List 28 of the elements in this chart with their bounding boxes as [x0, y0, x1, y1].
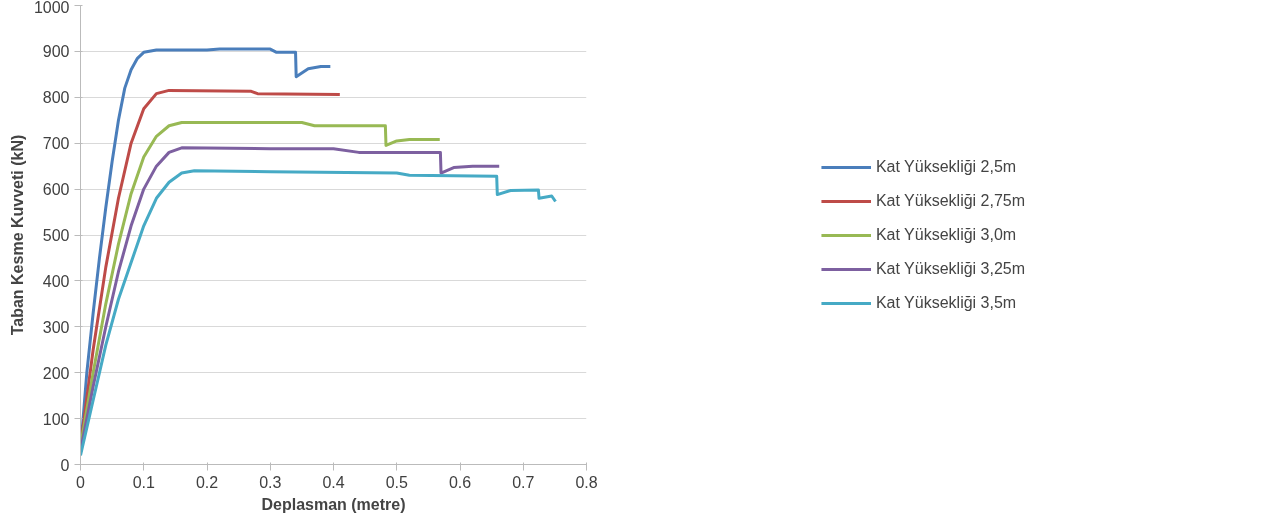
- y-tick-label: 600: [42, 181, 70, 199]
- y-tick-label: 1000: [33, 0, 70, 16]
- y-tick-label: 0: [60, 456, 70, 474]
- y-tick-label: 700: [42, 135, 70, 153]
- y-tick-label: 800: [42, 89, 70, 107]
- x-tick-label: 0: [76, 473, 86, 491]
- line-series: [80, 169, 558, 457]
- y-tick-label: 200: [42, 364, 70, 382]
- legend-label: Kat Yüksekliği 3,5m: [875, 293, 1017, 312]
- legend-label: Kat Yüksekliği 3,25m: [875, 259, 1026, 278]
- x-tick-label: 0.4: [322, 473, 345, 491]
- x-tick-label: 0.2: [195, 473, 219, 491]
- x-tick-label: 0.5: [385, 473, 408, 491]
- legend-label: Kat Yüksekliği 3,0m: [875, 225, 1017, 244]
- x-tick-label: 0.1: [132, 473, 155, 491]
- y-tick-label: 100: [42, 410, 70, 428]
- legend-label: Kat Yüksekliği 2,75m: [875, 191, 1026, 210]
- legend-label: Kat Yüksekliği 2,5m: [875, 157, 1017, 176]
- y-tick-label: 500: [42, 227, 70, 244]
- x-tick-label: 0.8: [575, 473, 598, 491]
- y-tick-label: 400: [42, 272, 70, 290]
- y-tick-label: 300: [42, 318, 70, 336]
- y-axis-title: Taban Kesme Kuvveti (kN): [8, 134, 26, 336]
- x-tick-label: 0.6: [448, 473, 472, 491]
- x-tick-label: 0.3: [259, 473, 282, 491]
- x-tick-label: 0.7: [512, 473, 535, 491]
- y-tick-label: 900: [42, 43, 70, 61]
- x-axis-title: Deplasman (metre): [261, 495, 406, 513]
